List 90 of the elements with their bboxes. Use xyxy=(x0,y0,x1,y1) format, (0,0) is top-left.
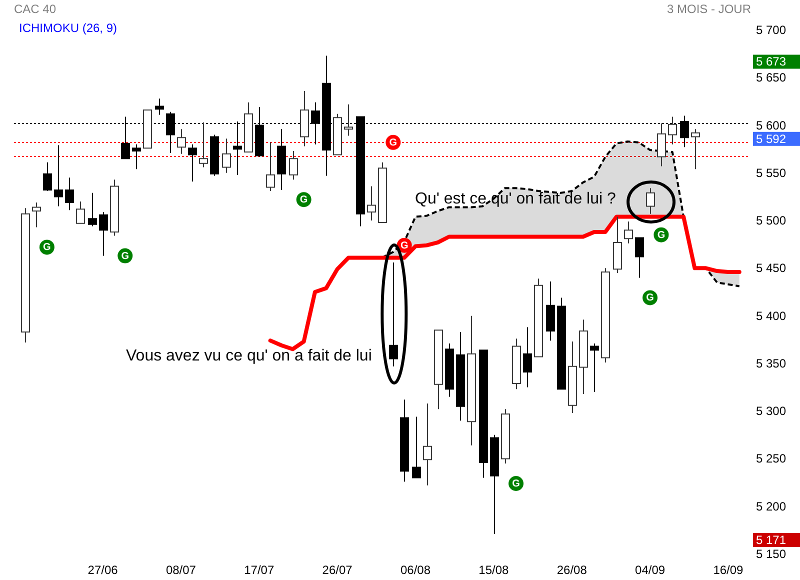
candlestick xyxy=(176,128,186,154)
data-label: G xyxy=(389,137,398,148)
candlestick xyxy=(344,104,354,136)
candlestick xyxy=(388,262,398,367)
annotation: Qu' est ce qu' on fait de lui ? xyxy=(415,190,616,208)
candlestick xyxy=(88,192,98,227)
x-tick-label: 06/08 xyxy=(400,563,431,577)
candlestick xyxy=(668,116,678,145)
y-tick-label: 5 300 xyxy=(756,404,786,418)
data-label: G xyxy=(657,230,666,241)
y-tick-label: 5 650 xyxy=(756,70,786,85)
x-tick-label: 26/08 xyxy=(556,563,588,577)
x-tick-label: 27/06 xyxy=(88,563,118,577)
candlestick xyxy=(288,150,298,180)
candlestick xyxy=(210,134,220,176)
x-tick-label: 16/09 xyxy=(713,563,744,577)
candlestick xyxy=(20,208,30,343)
candlestick xyxy=(222,138,232,174)
x-tick-label: 17/07 xyxy=(244,563,274,577)
candlestick xyxy=(76,200,86,224)
y-tick-label: 5 400 xyxy=(756,308,786,323)
candlestick xyxy=(556,297,566,390)
y-tick-label: 5 450 xyxy=(756,261,786,276)
candlestick xyxy=(154,98,164,116)
candlestick xyxy=(276,128,286,191)
text: 3 MOIS - JOUR xyxy=(666,2,752,16)
candlestick xyxy=(132,144,142,170)
candlestick xyxy=(600,268,610,363)
text: 5 171 xyxy=(756,532,786,547)
candlestick xyxy=(54,144,64,207)
candlestick xyxy=(656,122,666,167)
chart-subtitle: ICHIMOKU (26, 9) xyxy=(19,21,118,35)
candlestick xyxy=(366,186,376,222)
y-tick-label: 5 600 xyxy=(756,118,786,132)
candlestick xyxy=(578,319,588,394)
candlestick xyxy=(378,162,388,223)
data-label: G xyxy=(300,194,308,206)
candlestick xyxy=(478,350,488,478)
text: 5 592 xyxy=(756,132,786,146)
chart-title: CAC 40 xyxy=(14,2,56,16)
candlestick xyxy=(522,326,532,388)
text: 5 673 xyxy=(756,54,786,69)
candlestick xyxy=(512,338,522,390)
candlestick xyxy=(624,221,634,244)
candlestick xyxy=(634,237,644,278)
candlestick xyxy=(612,216,622,274)
y-tick-label: 5 550 xyxy=(756,166,786,180)
candlestick xyxy=(142,110,152,149)
annotation: Vous avez vu ce qu' on a fait de lui xyxy=(126,348,372,364)
data-label: G xyxy=(400,240,408,252)
candlestick xyxy=(400,399,410,482)
candlestick xyxy=(500,408,510,464)
candlestick xyxy=(444,342,454,398)
candlestick xyxy=(412,416,422,478)
candlestick xyxy=(646,188,656,214)
candlestick xyxy=(110,179,120,236)
y-tick-label: 5 500 xyxy=(756,214,786,228)
candlestick xyxy=(244,102,254,152)
candlestick xyxy=(422,402,432,486)
x-tick-label: 04/09 xyxy=(635,563,666,577)
candlestick xyxy=(332,113,342,156)
candlestick xyxy=(534,278,544,358)
x-tick-label: 15/08 xyxy=(478,563,510,577)
data-label: G xyxy=(512,478,520,490)
candlestick xyxy=(64,177,74,211)
x-tick-label: 26/07 xyxy=(322,563,353,577)
data-label: G xyxy=(646,292,654,304)
candlestick xyxy=(188,144,198,182)
candlestick xyxy=(98,211,108,256)
x-tick-label: 08/07 xyxy=(166,563,196,577)
candlestick xyxy=(198,122,208,168)
y-tick-label: 5 250 xyxy=(756,452,786,466)
y-tick-label: 5 150 xyxy=(756,547,786,561)
y-tick-label: 5 700 xyxy=(756,23,786,37)
data-label: G xyxy=(43,242,52,254)
candlestick xyxy=(456,332,466,422)
candlestick xyxy=(42,162,52,192)
y-tick-label: 5 200 xyxy=(756,499,786,514)
candlestick xyxy=(434,330,444,410)
candlestick xyxy=(300,90,310,147)
candlestick xyxy=(568,341,578,414)
candlestick xyxy=(690,128,700,170)
candlestick xyxy=(590,342,600,393)
y-tick-label: 5 350 xyxy=(756,356,786,370)
data-label: G xyxy=(121,250,130,262)
candlestick xyxy=(546,281,556,342)
candlestick xyxy=(466,315,476,446)
candlestick xyxy=(266,142,276,192)
candlestick xyxy=(490,434,500,534)
candlestick xyxy=(32,202,42,228)
